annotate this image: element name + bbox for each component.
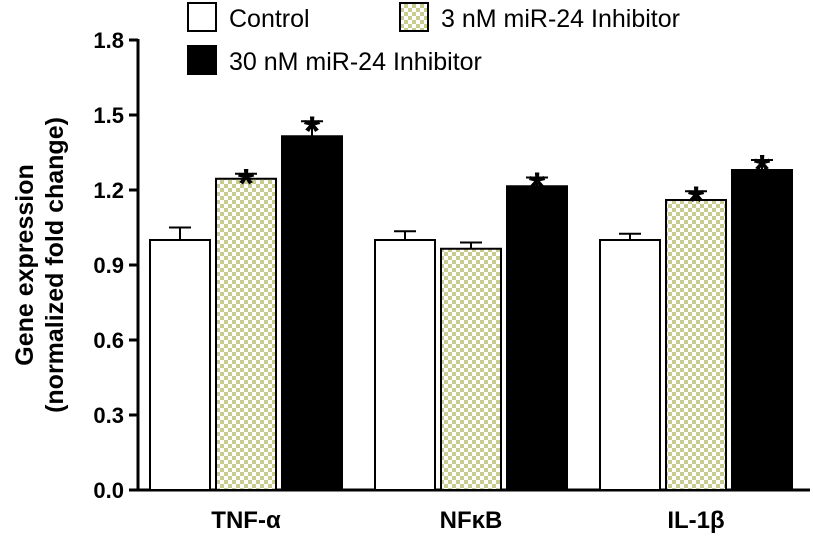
legend-swatch-1 — [187, 2, 217, 32]
x-tick-label: IL-1β — [667, 507, 724, 534]
significance-star: * — [688, 177, 705, 224]
legend-label-3: 30 nM miR-24 Inhibitor — [229, 48, 482, 76]
y-tick-label: 0.6 — [93, 328, 124, 353]
bars-group: * * * * * — [149, 107, 793, 491]
y-tick-label: 1.5 — [93, 103, 124, 128]
significance-star: * — [304, 107, 321, 154]
legend-label-1: Control — [229, 5, 310, 33]
bar-3-3 — [731, 169, 793, 491]
bar-2-2 — [440, 247, 502, 491]
significance-star: * — [529, 164, 546, 211]
bar-3-2 — [506, 185, 568, 491]
x-tick-labels: TNF-α NFκB IL-1β — [211, 507, 724, 534]
legend-label-2: 3 nM miR-24 Inhibitor — [441, 5, 680, 33]
legend-swatch-2 — [399, 2, 429, 32]
y-axis-title-line1: Gene expression — [11, 164, 39, 365]
bar-1-2 — [374, 239, 436, 491]
y-tick-label: 0.9 — [93, 253, 124, 278]
legend: Control 3 nM miR-24 Inhibitor 30 nM miR-24… — [187, 2, 680, 76]
y-tick-label: 1.8 — [93, 28, 124, 53]
bar-1-3 — [599, 239, 661, 491]
significance-star: * — [238, 160, 255, 207]
y-tick-label: 1.2 — [93, 178, 124, 203]
bar-1-1 — [149, 239, 211, 491]
y-tick-label: 0.0 — [93, 478, 124, 503]
y-tick-label: 0.3 — [93, 403, 124, 428]
x-tick-label: TNF-α — [211, 507, 281, 534]
bar-2-3 — [665, 199, 727, 491]
y-axis-title-line2: (normalized fold change) — [41, 117, 69, 413]
y-ticks: 0.0 0.3 0.6 0.9 1.2 1.5 1.8 — [93, 28, 138, 503]
bar-3-1 — [281, 135, 343, 491]
significance-star: * — [754, 146, 771, 193]
legend-swatch-3 — [187, 45, 217, 75]
bar-2-1 — [215, 177, 277, 491]
x-tick-label: NFκB — [440, 507, 503, 534]
